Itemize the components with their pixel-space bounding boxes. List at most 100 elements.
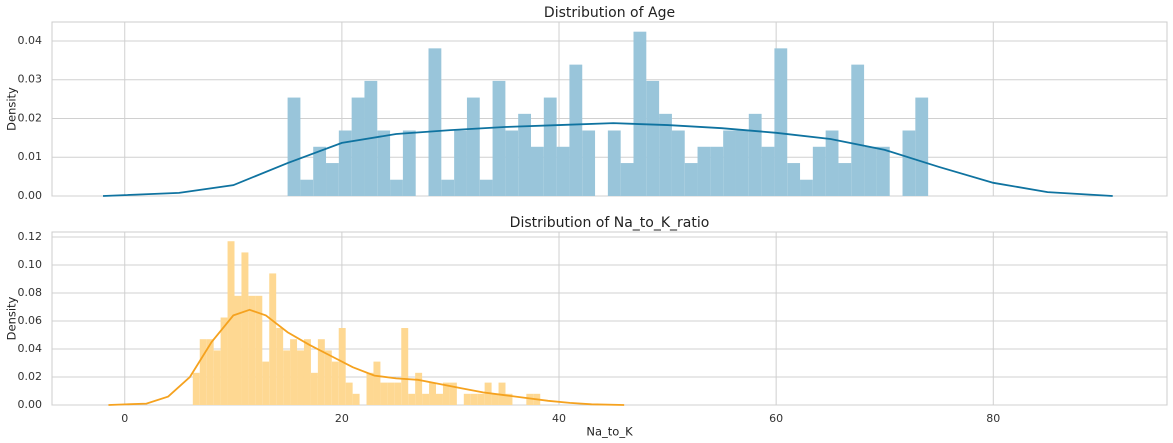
y-tick-label: 0.04 — [18, 34, 43, 47]
hist-bar — [735, 130, 749, 196]
y-tick-label: 0.00 — [18, 189, 43, 202]
hist-bar — [290, 339, 298, 405]
x-tick-label: 60 — [769, 412, 783, 425]
hist-bar — [531, 146, 544, 196]
hist-bar — [199, 339, 207, 405]
hist-bar — [402, 130, 416, 196]
x-tick-label: 80 — [986, 412, 1000, 425]
hist-bar — [787, 163, 801, 196]
y-axis-label: Density — [5, 296, 19, 340]
hist-bar — [394, 382, 402, 405]
hist-bar — [390, 179, 403, 196]
hist-bar — [326, 163, 339, 196]
hist-bar — [543, 97, 557, 196]
hist-bar — [248, 295, 256, 405]
x-tick-label: 40 — [552, 412, 566, 425]
hist-bar — [408, 393, 416, 405]
hist-bar — [620, 163, 634, 196]
hist-bar — [338, 130, 352, 196]
hist-bar — [582, 130, 596, 196]
hist-bar — [761, 146, 775, 196]
hist-bar — [492, 80, 506, 196]
hist-bar — [491, 393, 499, 405]
hist-bar — [352, 393, 360, 405]
hist-bar — [192, 372, 200, 405]
chart-title: Distribution of Na_to_K_ratio — [510, 215, 710, 231]
hist-bar — [338, 328, 346, 405]
y-tick-label: 0.06 — [18, 314, 43, 327]
x-tick-label: 20 — [335, 412, 349, 425]
hist-bar — [283, 350, 291, 405]
hist-bar — [646, 80, 660, 196]
hist-bar — [303, 339, 311, 405]
hist-bar — [607, 130, 621, 196]
hist-bar — [351, 97, 365, 196]
hist-bar — [255, 295, 263, 405]
hist-bar — [825, 130, 839, 196]
hist-bar — [241, 252, 249, 405]
hist-bar — [556, 146, 570, 196]
hist-bar — [463, 393, 471, 405]
hist-bar — [812, 146, 826, 196]
hist-bar — [213, 350, 221, 405]
hist-bar — [373, 361, 381, 405]
kde-line — [108, 308, 625, 406]
y-tick-label: 0.02 — [18, 111, 43, 124]
hist-bar — [915, 97, 929, 196]
y-tick-label: 0.03 — [18, 73, 43, 86]
hist-bar — [436, 393, 443, 405]
hist-bar — [227, 241, 235, 405]
hist-bar — [454, 130, 467, 196]
hist-bar — [441, 179, 455, 196]
y-tick-label: 0.12 — [18, 230, 43, 243]
hist-bar — [269, 273, 277, 405]
hist-bar — [262, 361, 270, 405]
hist-bar — [902, 130, 916, 196]
hist-bar — [774, 48, 788, 196]
hist-bar — [366, 372, 374, 405]
hist-bar — [518, 113, 532, 196]
hist-bar — [800, 179, 813, 196]
hist-bar — [466, 97, 480, 196]
hist-bar — [401, 328, 409, 405]
hist-bar — [234, 295, 242, 405]
hist-bar — [324, 350, 332, 405]
y-tick-label: 0.10 — [18, 258, 43, 271]
chart-title: Distribution of Age — [544, 5, 675, 21]
hist-bar — [633, 31, 647, 196]
y-axis-label: Density — [5, 87, 19, 131]
hist-bar — [477, 393, 485, 405]
y-tick-label: 0.04 — [18, 342, 43, 355]
y-tick-label: 0.02 — [18, 370, 43, 383]
hist-bar — [387, 382, 395, 405]
hist-bar — [317, 339, 325, 405]
hist-bar — [505, 130, 519, 196]
hist-bar — [297, 350, 304, 405]
hist-bar — [838, 163, 852, 196]
hist-bar — [710, 146, 724, 196]
hist-bar — [287, 97, 301, 196]
x-tick-label: 0 — [121, 412, 128, 425]
hist-bar — [671, 130, 685, 196]
hist-bar — [377, 130, 391, 196]
hist-bar — [449, 382, 457, 405]
hist-bar — [345, 382, 353, 405]
hist-bar — [569, 64, 583, 197]
hist-bar — [864, 146, 877, 196]
x-axis-label: Na_to_K — [586, 425, 633, 439]
kde-line — [102, 122, 1113, 197]
y-tick-label: 0.08 — [18, 286, 43, 299]
hist-bar — [697, 146, 711, 196]
hist-bar — [479, 179, 493, 196]
hist-bar — [470, 393, 478, 405]
hist-bar — [429, 382, 437, 405]
hist-bar — [313, 146, 327, 196]
hist-bar — [310, 372, 318, 405]
hist-bar — [659, 113, 672, 196]
hist-bar — [851, 64, 865, 197]
hist-bar — [748, 113, 762, 196]
hist-bar — [220, 317, 228, 405]
y-tick-label: 0.00 — [18, 398, 43, 411]
